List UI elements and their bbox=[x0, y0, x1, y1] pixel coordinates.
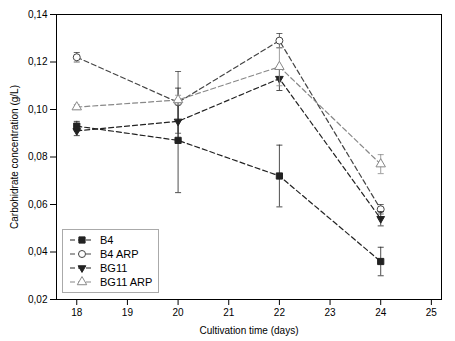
svg-text:0,10: 0,10 bbox=[28, 104, 48, 115]
html-text:BG11 ARP: BG11 ARP bbox=[100, 276, 153, 288]
html-text:B4: B4 bbox=[100, 234, 114, 246]
svg-text:23: 23 bbox=[324, 307, 336, 318]
svg-text:0,12: 0,12 bbox=[28, 56, 48, 67]
svg-text:24: 24 bbox=[375, 307, 387, 318]
svg-text:21: 21 bbox=[223, 307, 235, 318]
svg-text:Carbohidrate concentration (g/: Carbohidrate concentration (g/L) bbox=[9, 85, 20, 229]
svg-text:0,04: 0,04 bbox=[28, 246, 48, 257]
svg-text:20: 20 bbox=[173, 307, 185, 318]
svg-text:Cultivation time (days): Cultivation time (days) bbox=[200, 325, 299, 336]
html-text:B4 ARP: B4 ARP bbox=[100, 248, 139, 260]
svg-text:0,02: 0,02 bbox=[28, 294, 48, 305]
svg-text:25: 25 bbox=[426, 307, 438, 318]
svg-text:0,08: 0,08 bbox=[28, 151, 48, 162]
svg-text:22: 22 bbox=[274, 307, 286, 318]
html-text:BG11: BG11 bbox=[100, 262, 128, 274]
svg-text:19: 19 bbox=[122, 307, 134, 318]
svg-text:0,14: 0,14 bbox=[28, 9, 48, 20]
svg-text:0,06: 0,06 bbox=[28, 199, 48, 210]
svg-text:18: 18 bbox=[71, 307, 83, 318]
